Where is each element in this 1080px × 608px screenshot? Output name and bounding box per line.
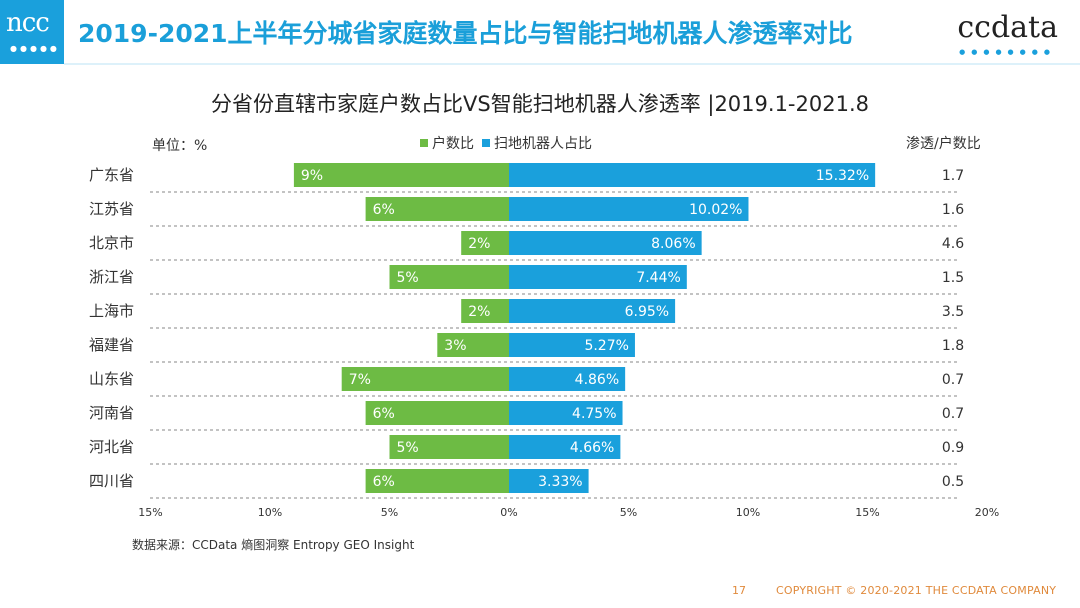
bar-robot-label: 10.02% [689,202,742,218]
category-label: 河南省 [89,404,134,422]
ratio-value: 1.7 [942,168,964,184]
bar-robot [509,163,876,187]
bar-households-label: 5% [397,440,419,456]
x-tick-label: 5% [620,506,637,519]
bar-households [389,265,509,289]
ratio-value: 0.7 [942,406,964,422]
category-label: 江苏省 [89,200,134,218]
header-divider [64,63,1080,65]
bar-households [365,197,509,221]
legend-label-robot: 扫地机器人占比 [494,136,592,152]
ratio-column-header: 渗透/户数比 [906,136,981,152]
bar-robot [509,367,626,391]
category-label: 四川省 [89,472,134,490]
bar-robot-label: 5.27% [584,338,628,354]
category-label: 广东省 [89,166,134,184]
x-tick-label: 15% [855,506,879,519]
x-tick-label: 10% [736,506,760,519]
ncc-logo-dots: ●●●●● [10,44,60,53]
ccdata-logo: ccdata [957,10,1058,45]
bar-households-label: 6% [373,406,395,422]
bar-households-label: 9% [301,168,323,184]
page-title: 2019-2021上半年分城省家庭数量占比与智能扫地机器人渗透率对比 [78,19,853,48]
category-label: 福建省 [89,336,134,354]
x-tick-label: 5% [381,506,398,519]
x-tick-label: 20% [975,506,999,519]
bar-households-label: 2% [468,304,490,320]
bar-households-label: 3% [444,338,466,354]
bar-robot [509,265,687,289]
bar-households [341,367,509,391]
x-tick-label: 0% [500,506,517,519]
bar-households [365,401,509,425]
ratio-value: 0.9 [942,440,964,456]
legend-swatch-robot [482,139,490,147]
bar-households-label: 5% [397,270,419,286]
bar-robot [509,333,635,357]
bar-households [437,333,509,357]
page-number: 17 [732,584,746,597]
category-label: 河北省 [89,438,134,456]
legend-label-households: 户数比 [432,136,474,152]
bar-robot [509,231,702,255]
legend-swatch-households [420,139,428,147]
bar-households [365,469,509,493]
unit-label: 单位：% [152,138,208,154]
ratio-value: 4.6 [942,236,964,252]
bar-households-label: 7% [349,372,371,388]
category-label: 山东省 [89,370,134,388]
x-tick-label: 10% [258,506,282,519]
bar-households [389,435,509,459]
bar-households [293,163,509,187]
ratio-value: 0.7 [942,372,964,388]
bar-robot-label: 8.06% [651,236,695,252]
copyright: COPYRIGHT © 2020-2021 THE CCDATA COMPANY [776,584,1057,597]
bar-robot-label: 3.33% [538,474,582,490]
source-note: 数据来源：CCData 熵图洞察 Entropy GEO Insight [132,538,415,552]
bar-households-label: 2% [468,236,490,252]
x-tick-label: 15% [138,506,162,519]
category-label: 浙江省 [89,268,134,286]
category-label: 北京市 [89,234,134,252]
bar-robot-label: 7.44% [636,270,680,286]
ccdata-logo-dots: ●●●●●●●● [959,48,1056,56]
bar-households [461,299,509,323]
ratio-value: 3.5 [942,304,964,320]
bar-robot [509,299,676,323]
legend-item-households: 户数比 [420,133,474,153]
bar-robot-label: 15.32% [816,168,869,184]
ncc-logo: ncc ●●●●● [0,0,64,64]
bar-households-label: 6% [373,202,395,218]
bar-robot-label: 6.95% [625,304,669,320]
bar-robot-label: 4.86% [575,372,619,388]
ratio-value: 0.5 [942,474,964,490]
bar-robot [509,469,589,493]
bar-robot [509,435,621,459]
bar-robot [509,401,623,425]
bar-households-label: 6% [373,474,395,490]
header-bar: ncc ●●●●● 2019-2021上半年分城省家庭数量占比与智能扫地机器人渗… [0,0,1080,65]
category-label: 上海市 [89,302,134,320]
bar-robot-label: 4.66% [570,440,614,456]
chart-legend: 户数比 扫地机器人占比 [420,133,600,153]
bar-households [461,231,509,255]
ncc-logo-text: ncc [6,8,50,38]
chart-title: 分省份直辖市家庭户数占比VS智能扫地机器人渗透率 |2019.1-2021.8 [211,92,869,116]
legend-item-robot: 扫地机器人占比 [482,133,592,153]
ratio-value: 1.8 [942,338,964,354]
ratio-value: 1.6 [942,202,964,218]
bar-robot [509,197,749,221]
ratio-value: 1.5 [942,270,964,286]
bar-robot-label: 4.75% [572,406,616,422]
